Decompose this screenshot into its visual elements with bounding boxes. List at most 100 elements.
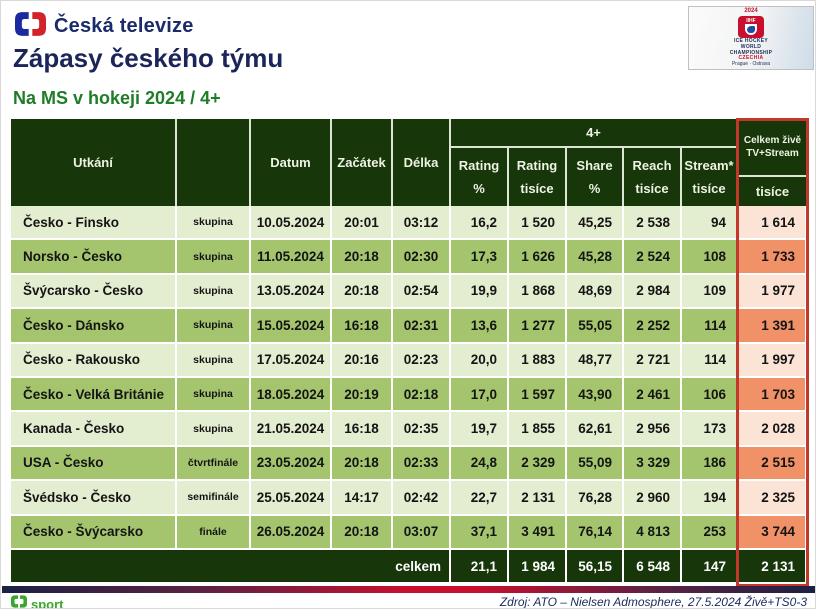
match-name: Švédsko - Česko bbox=[11, 481, 177, 516]
grand-total-cell: 2 131 bbox=[738, 549, 807, 585]
col-header-share: Share % bbox=[567, 148, 624, 206]
table-header: Utkání Datum Začátek Délka 4+ Rating % R… bbox=[11, 119, 807, 206]
event-line2: WORLD bbox=[740, 43, 762, 50]
stream-cell: 173 bbox=[682, 412, 738, 447]
match-name: Česko - Finsko bbox=[11, 206, 177, 241]
length-cell: 03:07 bbox=[393, 515, 451, 550]
rating-pct-cell: 37,1 bbox=[451, 515, 509, 550]
stream-cell: 109 bbox=[682, 274, 738, 310]
iihf-championship-logo: 2024 IIHF ICE HOCKEY WORLD CHAMPIONSHIP … bbox=[688, 6, 814, 70]
share-cell: 45,25 bbox=[567, 206, 624, 241]
share-cell: 43,90 bbox=[567, 377, 624, 413]
rating-pct-total: 21,1 bbox=[451, 549, 509, 585]
rating-pct-cell: 24,8 bbox=[451, 446, 509, 482]
share-cell: 45,28 bbox=[567, 240, 624, 275]
stage-label: skupina bbox=[177, 343, 251, 378]
rating-ths-cell: 1 626 bbox=[509, 240, 567, 275]
table-row: Švédsko - Česko semifinále 25.05.2024 14… bbox=[11, 481, 807, 516]
share-total: 56,15 bbox=[567, 549, 624, 585]
col-group-4plus: 4+ Rating % Rating tisíce Share % bbox=[451, 119, 738, 206]
ratings-table: Utkání Datum Začátek Délka 4+ Rating % R… bbox=[11, 119, 807, 585]
page-subtitle: Na MS v hokeji 2024 / 4+ bbox=[13, 88, 221, 108]
col-header-date: Datum bbox=[251, 119, 332, 206]
total-cell: 2 325 bbox=[738, 481, 807, 516]
stream-cell: 186 bbox=[682, 446, 738, 482]
reach-cell: 3 329 bbox=[624, 446, 682, 482]
shield-icon bbox=[745, 24, 757, 36]
event-line1: ICE HOCKEY bbox=[733, 38, 769, 45]
length-cell: 02:30 bbox=[393, 240, 451, 275]
date-cell: 13.05.2024 bbox=[251, 274, 332, 310]
length-cell: 02:23 bbox=[393, 343, 451, 378]
date-cell: 17.05.2024 bbox=[251, 343, 332, 378]
rating-ths-cell: 1 597 bbox=[509, 377, 567, 413]
start-cell: 20:18 bbox=[332, 240, 393, 275]
source-highlighted: Nielsen Admosphere, bbox=[570, 595, 685, 609]
rating-ths-cell: 3 491 bbox=[509, 515, 567, 550]
reach-total: 6 548 bbox=[624, 549, 682, 585]
share-cell: 62,61 bbox=[567, 412, 624, 447]
date-cell: 25.05.2024 bbox=[251, 481, 332, 516]
page-footer: sport Zdroj: ATO – Nielsen Admosphere, 2… bbox=[1, 595, 815, 609]
total-cell: 1 703 bbox=[738, 377, 807, 413]
date-cell: 23.05.2024 bbox=[251, 446, 332, 482]
length-cell: 03:12 bbox=[393, 206, 451, 241]
start-cell: 14:17 bbox=[332, 481, 393, 516]
stream-cell: 194 bbox=[682, 481, 738, 516]
group-header-4plus: 4+ bbox=[451, 119, 738, 148]
match-name: USA - Česko bbox=[11, 446, 177, 482]
col-header-rating-pct: Rating % bbox=[451, 148, 509, 206]
start-cell: 16:18 bbox=[332, 309, 393, 344]
stage-label: finále bbox=[177, 515, 251, 550]
rating-pct-cell: 20,0 bbox=[451, 343, 509, 378]
total-row-label: celkem bbox=[11, 549, 451, 585]
rating-pct-cell: 16,2 bbox=[451, 206, 509, 241]
event-country: CZECHIA bbox=[738, 55, 764, 62]
table-row: USA - Česko čtvrtfinále 23.05.2024 20:18… bbox=[11, 446, 807, 482]
stream-cell: 94 bbox=[682, 206, 738, 241]
event-cities: Prague · Ostrava bbox=[731, 61, 771, 68]
stage-label: skupina bbox=[177, 309, 251, 344]
rating-pct-cell: 17,0 bbox=[451, 377, 509, 413]
stream-cell: 253 bbox=[682, 515, 738, 550]
stream-cell: 108 bbox=[682, 240, 738, 275]
reach-cell: 2 252 bbox=[624, 309, 682, 344]
length-cell: 02:33 bbox=[393, 446, 451, 482]
col-header-reach: Reach tisíce bbox=[624, 148, 682, 206]
iihf-badge-icon: IIHF bbox=[738, 16, 764, 39]
match-name: Švýcarsko - Česko bbox=[11, 274, 177, 310]
col-header-stream: Stream* tisíce bbox=[682, 148, 738, 206]
date-cell: 26.05.2024 bbox=[251, 515, 332, 550]
event-year: 2024 bbox=[744, 8, 758, 15]
share-cell: 76,28 bbox=[567, 481, 624, 516]
rating-pct-cell: 19,9 bbox=[451, 274, 509, 310]
share-cell: 55,05 bbox=[567, 309, 624, 344]
reach-cell: 4 813 bbox=[624, 515, 682, 550]
table-row: Kanada - Česko skupina 21.05.2024 16:18 … bbox=[11, 412, 807, 447]
start-cell: 20:18 bbox=[332, 515, 393, 550]
total-cell: 1 614 bbox=[738, 206, 807, 241]
stream-total: 147 bbox=[682, 549, 738, 585]
stage-label: skupina bbox=[177, 240, 251, 275]
match-name: Česko - Švýcarsko bbox=[11, 515, 177, 550]
stage-label: skupina bbox=[177, 206, 251, 241]
total-cell: 1 997 bbox=[738, 343, 807, 378]
table-row: Česko - Dánsko skupina 15.05.2024 16:18 … bbox=[11, 309, 807, 344]
rating-pct-cell: 19,7 bbox=[451, 412, 509, 447]
start-cell: 20:18 bbox=[332, 446, 393, 482]
match-name: Norsko - Česko bbox=[11, 240, 177, 275]
match-name: Česko - Velká Británie bbox=[11, 377, 177, 413]
rating-pct-cell: 13,6 bbox=[451, 309, 509, 344]
table-row: Česko - Finsko skupina 10.05.2024 20:01 … bbox=[11, 206, 807, 241]
iihf-org-label: IIHF bbox=[746, 17, 756, 24]
stage-label: skupina bbox=[177, 274, 251, 310]
date-cell: 21.05.2024 bbox=[251, 412, 332, 447]
total-cell: 1 391 bbox=[738, 309, 807, 344]
length-cell: 02:35 bbox=[393, 412, 451, 447]
total-cell: 1 977 bbox=[738, 274, 807, 310]
share-cell: 76,14 bbox=[567, 515, 624, 550]
table-row: Česko - Švýcarsko finále 26.05.2024 20:1… bbox=[11, 515, 807, 550]
match-name: Kanada - Česko bbox=[11, 412, 177, 447]
col-header-length: Délka bbox=[393, 119, 451, 206]
reach-cell: 2 721 bbox=[624, 343, 682, 378]
